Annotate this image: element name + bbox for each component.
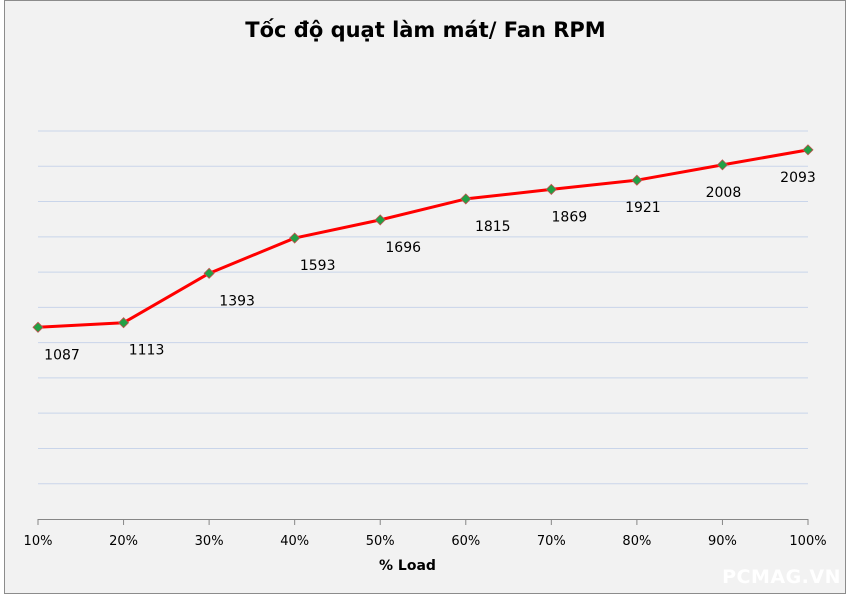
data-point-marker [802,144,814,156]
x-tick-label: 60% [451,534,480,549]
x-tick-label: 30% [195,534,224,549]
data-label: 2093 [780,170,816,186]
x-tick-label: 20% [109,534,138,549]
data-label: 1869 [552,209,588,225]
x-axis-label: % Load [379,558,436,574]
x-tick-label: 70% [537,534,566,549]
data-point-marker [631,174,643,186]
data-point-marker [289,232,301,244]
data-label: 1815 [475,219,511,235]
watermark: PCMAG.VN [722,566,841,588]
data-label: 1113 [129,343,165,359]
data-point-marker [32,321,44,333]
x-tick-label: 50% [366,534,395,549]
data-label: 1696 [385,240,421,256]
data-label: 1087 [44,347,80,363]
chart-title: Tốc độ quạt làm mát/ Fan RPM [245,18,606,42]
data-label: 1921 [625,200,661,216]
data-point-marker [117,317,130,329]
x-tick-label: 90% [708,534,737,549]
x-tick-label: 100% [789,534,826,549]
x-tick-label: 10% [24,534,53,549]
data-point-marker [460,193,472,205]
data-label: 2008 [706,185,742,201]
data-point-marker [545,183,557,195]
series-line [37,148,809,329]
data-point-marker [716,159,729,171]
data-point-marker [203,267,215,279]
data-label: 1593 [300,258,336,274]
data-point-marker [374,214,386,226]
x-tick-label: 80% [622,534,651,549]
chart-area [4,0,846,594]
x-tick-label: 40% [280,534,309,549]
data-label: 1393 [219,293,255,309]
